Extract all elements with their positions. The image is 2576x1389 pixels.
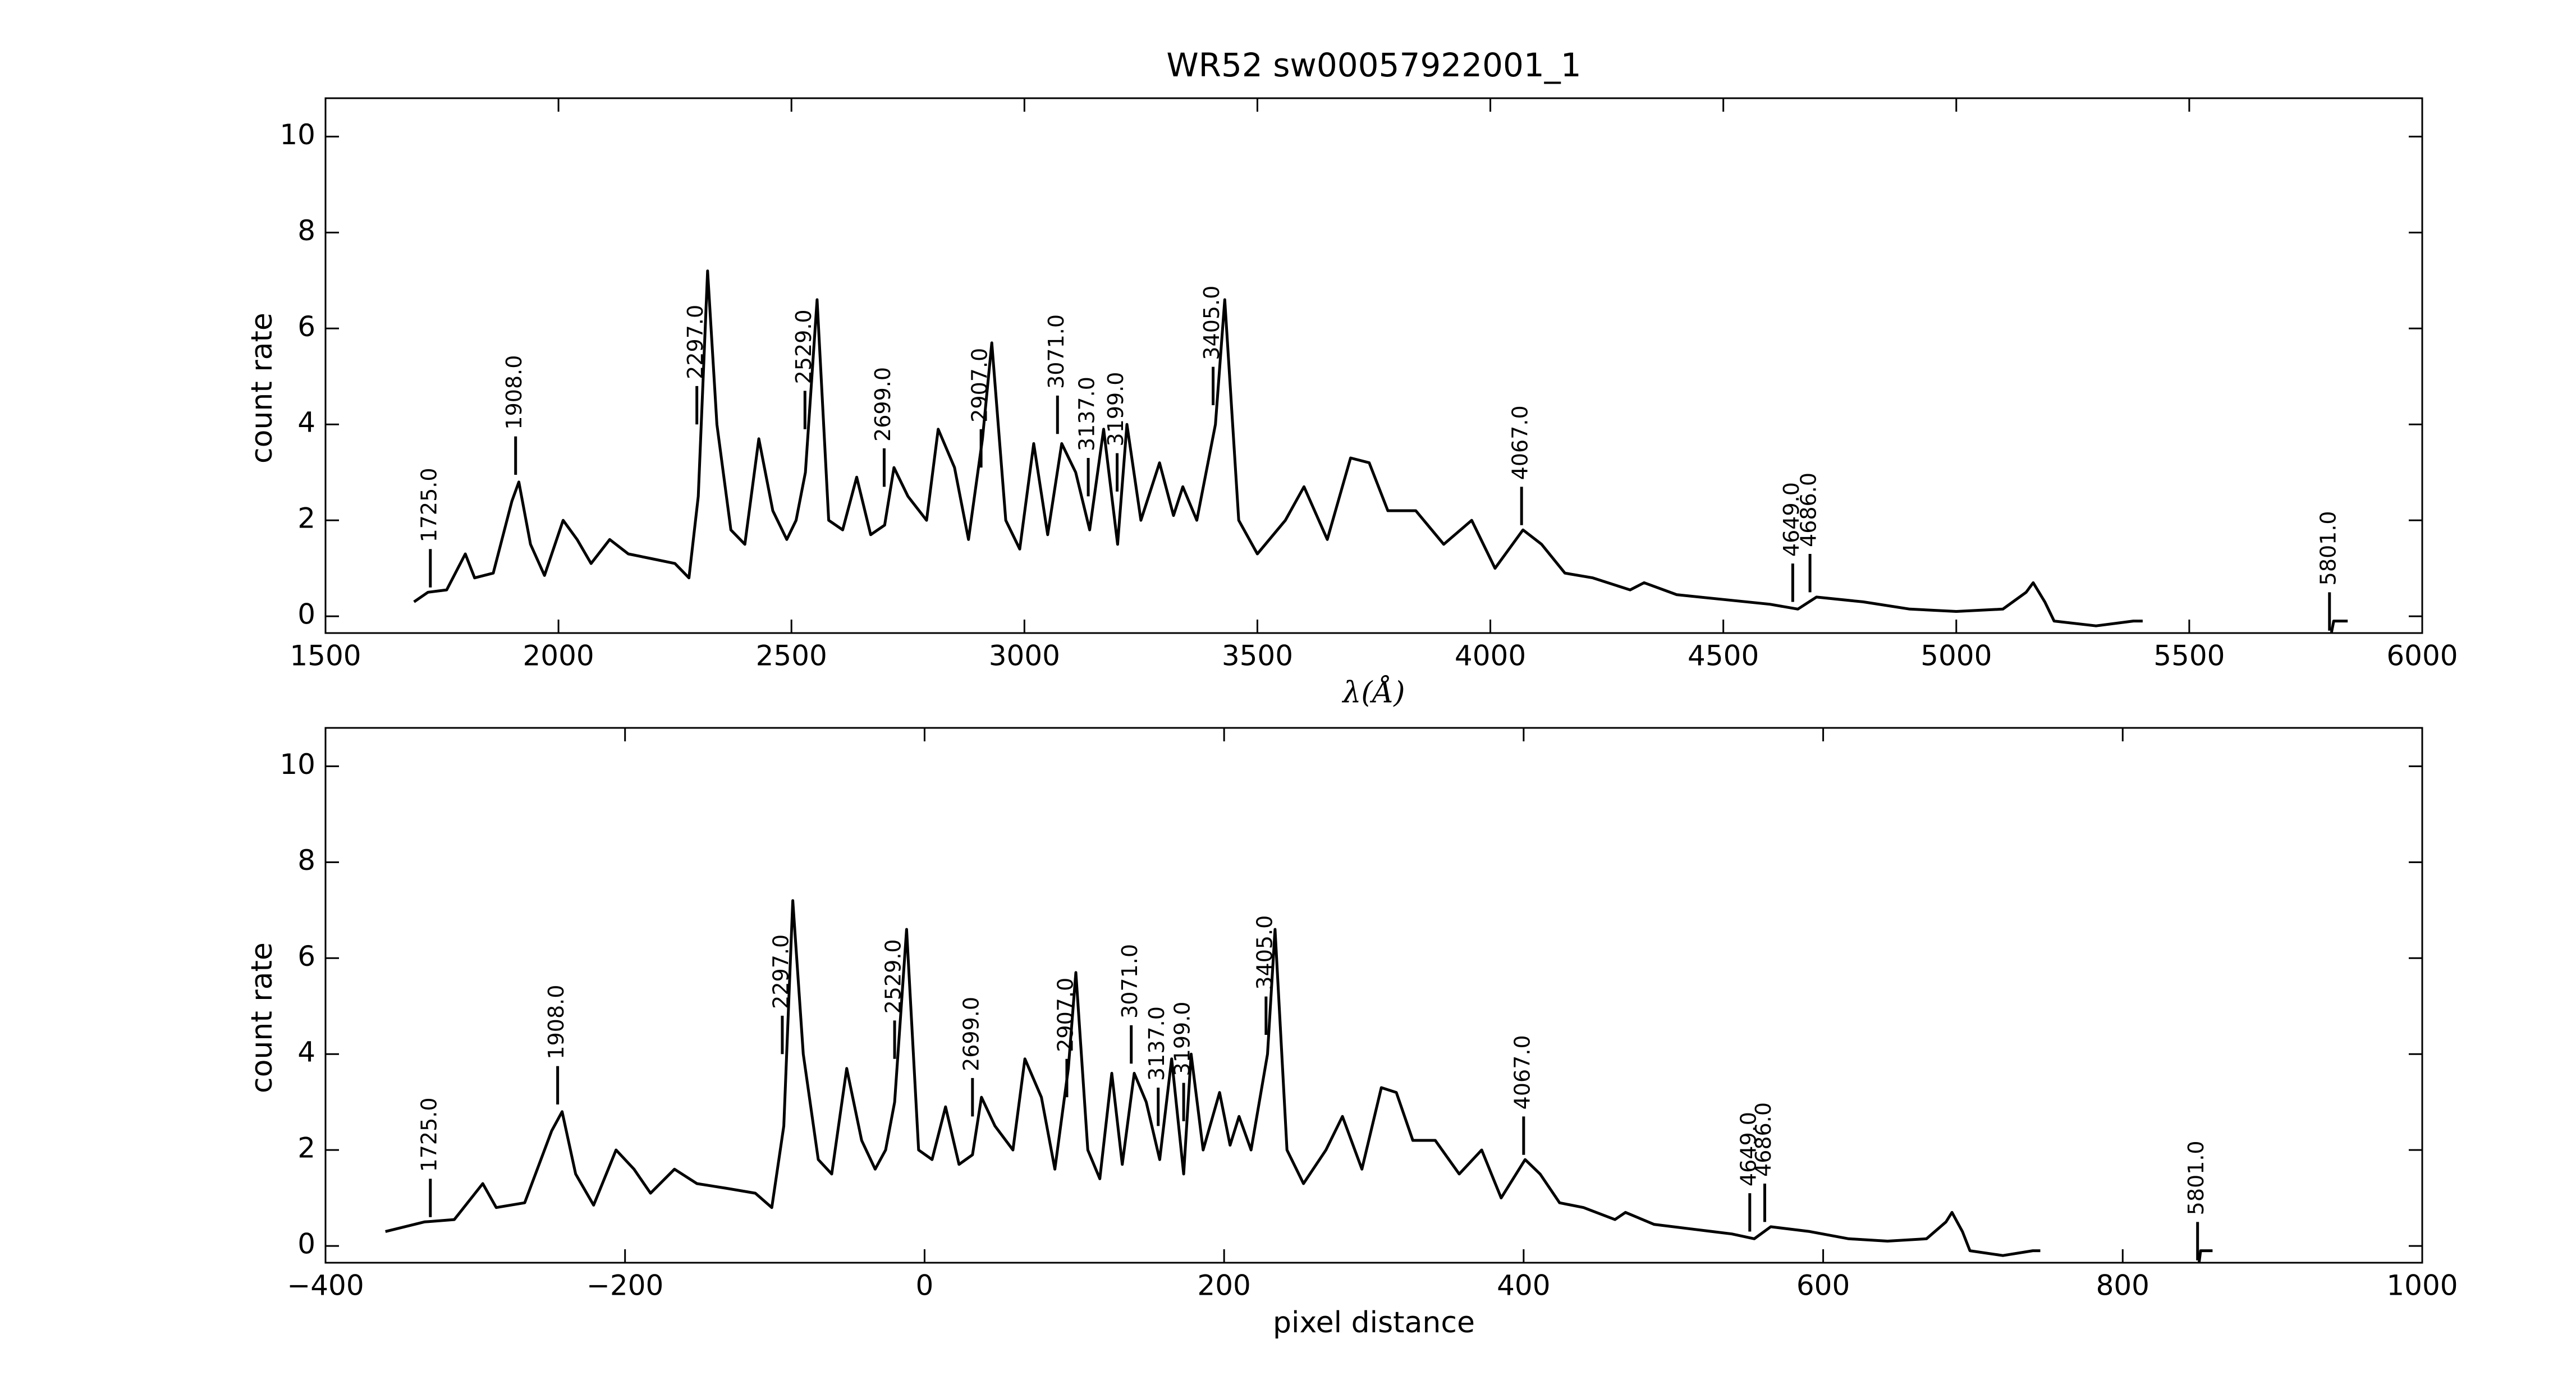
line-label: 3405.0 (1252, 915, 1277, 990)
line-label: 1725.0 (416, 1097, 441, 1172)
line-label: 3405.0 (1199, 286, 1224, 360)
x-tick-label: 5000 (1920, 640, 1992, 672)
y-tick-label: 0 (297, 598, 315, 631)
y-tick-label: 6 (297, 310, 315, 343)
y-axis-label: count rate (245, 313, 279, 464)
chart-title: WR52 sw00057922001_1 (1166, 46, 1581, 84)
x-tick-label: 2500 (756, 640, 827, 672)
line-label: 4686.0 (1796, 473, 1821, 547)
x-tick-label: 200 (1197, 1269, 1250, 1302)
spectrum-line (385, 899, 2041, 1257)
y-tick-label: 8 (297, 214, 315, 247)
plot-area (385, 899, 2213, 1263)
x-tick-label: 0 (916, 1269, 934, 1302)
x-tick-label: 4500 (1688, 640, 1759, 672)
y-tick-label: 4 (297, 406, 315, 439)
line-label: 2907.0 (1053, 978, 1078, 1052)
spectrum-line (2330, 620, 2348, 633)
line-label: 3071.0 (1044, 314, 1069, 389)
x-tick-label: 6000 (2386, 640, 2458, 672)
x-tick-label: 1500 (290, 640, 361, 672)
line-label: 3199.0 (1170, 1002, 1195, 1076)
line-label: 2529.0 (881, 939, 906, 1014)
x-axis-label: λ(Å) (1341, 675, 1405, 710)
x-tick-label: 5500 (2153, 640, 2225, 672)
line-label: 4686.0 (1751, 1102, 1776, 1177)
y-tick-label: 2 (297, 1132, 315, 1165)
x-tick-label: 600 (1796, 1269, 1850, 1302)
line-label: 3137.0 (1144, 1006, 1169, 1081)
line-label: 1908.0 (544, 985, 569, 1060)
y-tick-label: 10 (279, 118, 315, 151)
x-axis-label: pixel distance (1273, 1306, 1475, 1340)
line-label: 2699.0 (959, 997, 983, 1071)
line-label: 3137.0 (1075, 377, 1099, 451)
plot-area (413, 269, 2348, 633)
line-label: 3199.0 (1103, 372, 1128, 447)
y-tick-label: 10 (279, 748, 315, 781)
spectrum-line (2197, 1249, 2213, 1263)
line-label: 4649.0 (1736, 1112, 1761, 1186)
x-tick-label: 400 (1497, 1269, 1550, 1302)
y-tick-label: 4 (297, 1036, 315, 1069)
x-tick-label: −400 (287, 1269, 364, 1302)
line-label: 5801.0 (2316, 511, 2340, 585)
x-tick-label: 4000 (1455, 640, 1526, 672)
spectrum-line (413, 269, 2143, 627)
line-label: 3071.0 (1117, 944, 1142, 1019)
y-tick-label: 6 (297, 940, 315, 973)
line-label: 2297.0 (683, 305, 708, 379)
x-tick-label: −200 (586, 1269, 663, 1302)
line-label: 2529.0 (791, 309, 816, 384)
x-tick-label: 800 (2096, 1269, 2149, 1302)
x-tick-label: 2000 (522, 640, 594, 672)
x-tick-label: 3500 (1222, 640, 1293, 672)
line-label: 1725.0 (416, 467, 441, 542)
line-label: 5801.0 (2184, 1140, 2208, 1215)
line-label: 4067.0 (1510, 1035, 1534, 1110)
line-label: 2699.0 (870, 367, 895, 442)
y-tick-label: 8 (297, 844, 315, 877)
y-tick-label: 0 (297, 1228, 315, 1260)
axes-frame (324, 727, 2423, 1264)
x-tick-label: 3000 (989, 640, 1060, 672)
line-label: 4067.0 (1508, 405, 1533, 480)
line-label: 1908.0 (502, 355, 526, 430)
line-label: 2907.0 (968, 348, 992, 423)
line-label: 2297.0 (768, 934, 793, 1009)
line-label: 4649.0 (1779, 482, 1804, 557)
x-tick-label: 1000 (2386, 1269, 2458, 1302)
axes-frame (324, 97, 2423, 634)
y-tick-label: 2 (297, 502, 315, 535)
y-axis-label: count rate (245, 942, 279, 1093)
